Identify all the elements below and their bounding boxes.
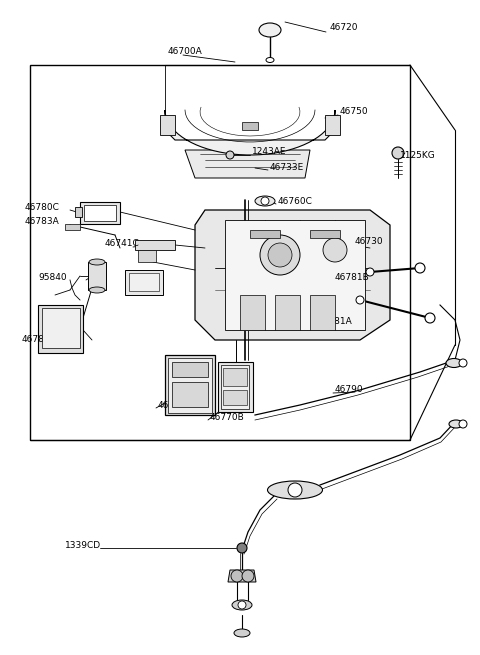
Bar	[80, 202, 120, 224]
Text: 46733E: 46733E	[270, 162, 304, 172]
Bar	[88, 262, 106, 290]
Circle shape	[237, 543, 247, 553]
Text: 95840: 95840	[38, 274, 67, 282]
Ellipse shape	[266, 58, 274, 62]
Bar	[138, 250, 156, 262]
Ellipse shape	[89, 287, 105, 293]
Bar	[325, 115, 340, 135]
Text: 46783A: 46783A	[25, 217, 60, 227]
Text: 46760C: 46760C	[278, 198, 313, 206]
Bar	[242, 122, 258, 130]
Polygon shape	[65, 224, 80, 230]
Text: 46700A: 46700A	[168, 48, 203, 56]
Text: 46730: 46730	[355, 238, 384, 246]
Polygon shape	[165, 110, 335, 155]
Bar	[165, 355, 215, 415]
Circle shape	[242, 570, 254, 582]
Polygon shape	[195, 210, 390, 340]
Ellipse shape	[232, 600, 252, 610]
Circle shape	[392, 147, 404, 159]
Polygon shape	[228, 570, 256, 582]
Circle shape	[288, 483, 302, 497]
Bar	[75, 207, 82, 217]
Bar	[168, 358, 212, 413]
Text: 1243AE: 1243AE	[252, 147, 287, 157]
Bar	[225, 220, 365, 330]
Bar	[172, 382, 208, 407]
Bar	[30, 65, 410, 440]
Circle shape	[238, 601, 246, 609]
Bar	[38, 305, 83, 353]
Polygon shape	[135, 240, 175, 250]
Ellipse shape	[89, 259, 105, 265]
Bar	[223, 368, 247, 386]
Ellipse shape	[446, 358, 462, 367]
Text: 46735: 46735	[130, 284, 158, 293]
Bar	[310, 230, 340, 238]
Circle shape	[323, 238, 347, 262]
Bar	[42, 308, 80, 348]
Circle shape	[459, 420, 467, 428]
Bar	[84, 205, 116, 221]
Text: 46781B: 46781B	[335, 274, 370, 282]
Bar	[275, 295, 300, 330]
Ellipse shape	[449, 420, 463, 428]
Bar	[250, 230, 280, 238]
Circle shape	[226, 151, 234, 159]
Bar	[240, 295, 265, 330]
Text: 1125KG: 1125KG	[400, 151, 436, 160]
Text: 46781A: 46781A	[318, 318, 353, 326]
Text: 1339CD: 1339CD	[65, 540, 101, 550]
Bar	[125, 270, 163, 295]
Bar	[172, 362, 208, 377]
Text: 46750: 46750	[340, 107, 369, 117]
Circle shape	[366, 268, 374, 276]
Bar	[223, 390, 247, 405]
Ellipse shape	[259, 23, 281, 37]
Bar	[129, 273, 159, 291]
Bar	[310, 295, 335, 330]
Text: 46784A: 46784A	[22, 335, 57, 345]
Circle shape	[356, 296, 364, 304]
Text: 46741C: 46741C	[105, 240, 140, 248]
Text: 46710A: 46710A	[158, 400, 193, 409]
Circle shape	[261, 197, 269, 205]
Circle shape	[459, 359, 467, 367]
Ellipse shape	[267, 481, 323, 499]
Circle shape	[268, 243, 292, 267]
Text: 46770B: 46770B	[210, 413, 245, 422]
Circle shape	[415, 263, 425, 273]
Text: 46720: 46720	[330, 24, 359, 33]
Text: 46790: 46790	[335, 386, 364, 394]
Bar	[160, 115, 175, 135]
Bar	[218, 362, 253, 412]
Circle shape	[260, 235, 300, 275]
Text: 46780C: 46780C	[25, 204, 60, 212]
Polygon shape	[185, 150, 310, 178]
Circle shape	[231, 570, 243, 582]
Bar	[221, 365, 249, 409]
Ellipse shape	[234, 629, 250, 637]
Ellipse shape	[255, 196, 275, 206]
Circle shape	[425, 313, 435, 323]
